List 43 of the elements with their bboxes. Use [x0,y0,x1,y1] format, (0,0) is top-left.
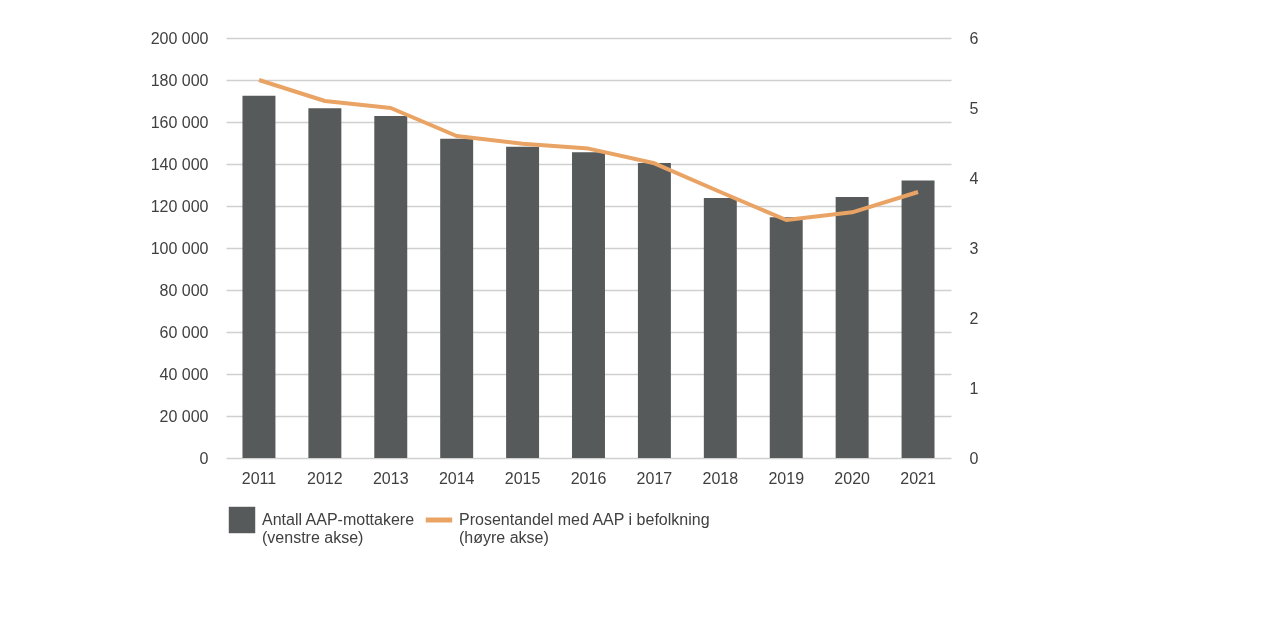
y-tick-label: 160 000 [150,113,209,131]
y-tick-label: 0 [199,449,209,467]
y2-tick-label: 1 [969,379,979,397]
bar [835,196,869,458]
y2-tick-label: 3 [969,239,979,257]
y-tick-label: 180 000 [150,71,209,89]
x-tick-label: 2018 [702,469,739,487]
x-tick-label: 2015 [504,469,541,487]
bar [703,198,737,458]
legend-label: Antall AAP-mottakere (venstre akse) [262,511,415,546]
y-tick-label: 80 000 [159,281,209,299]
x-tick-label: 2012 [307,469,343,487]
y-tick-label: 140 000 [150,155,209,173]
bar [901,180,935,458]
y-tick-label: 200 000 [150,29,209,47]
y2-tick-label: 2 [969,309,979,327]
x-tick-label: 2013 [372,469,409,487]
x-tick-label: 2021 [900,469,936,487]
y2-tick-label: 6 [969,29,979,47]
bar [440,138,474,458]
y2-tick-label: 0 [969,449,979,467]
y-tick-label: 120 000 [150,197,209,215]
y2-tick-label: 4 [969,169,979,187]
x-tick-label: 2019 [768,469,805,487]
x-tick-label: 2017 [636,469,673,487]
x-tick-label: 2016 [570,469,607,487]
y2-tick-label: 5 [969,99,979,117]
legend-label: Prosentandel med AAP i befolkning (høyre akse) [459,511,710,546]
y-tick-label: 20 000 [159,407,209,425]
bar [637,162,671,458]
x-tick-label: 2014 [438,469,475,487]
line-series [256,78,921,222]
x-tick-label: 2020 [834,469,871,487]
y-tick-label: 60 000 [159,323,209,341]
bar [769,217,803,458]
y-tick-label: 40 000 [159,365,209,383]
y-tick-label: 100 000 [150,239,209,257]
x-tick-label: 2011 [241,469,277,487]
bar [572,152,605,458]
bar [506,146,540,458]
bar [374,115,408,458]
bar [242,95,276,458]
bar [308,108,342,458]
